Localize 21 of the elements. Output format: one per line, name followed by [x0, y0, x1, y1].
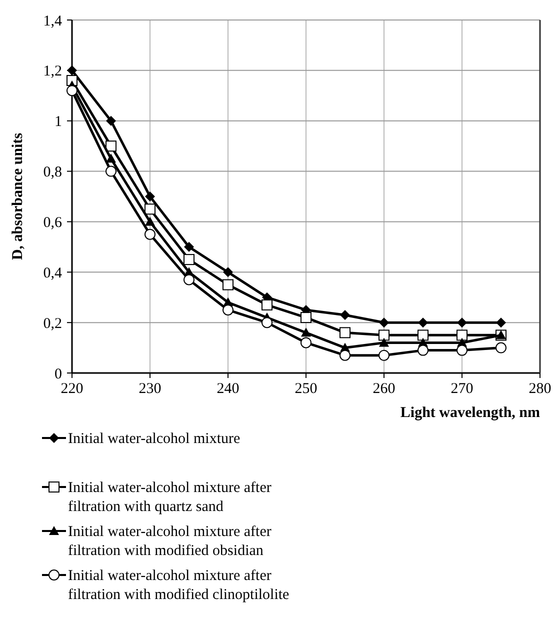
x-tick-label: 270 [450, 381, 474, 397]
x-axis-title: Light wavelength, nm [400, 405, 541, 421]
y-tick-label: 0,6 [43, 214, 62, 231]
y-tick-label: 1,4 [43, 13, 62, 30]
legend-label: Initial water-alcohol mixture after filtration with modified clinoptilolite [68, 568, 290, 603]
x-tick-label: 240 [216, 381, 240, 397]
legend-label: Initial water-alcohol mixture after filtration with quartz sand [68, 480, 272, 515]
x-tick-label: 230 [138, 381, 162, 397]
y-tick-label: 1 [54, 114, 62, 130]
x-tick-label: 220 [60, 381, 84, 397]
x-tick-label: 260 [372, 381, 396, 397]
y-tick-label: 0,2 [43, 316, 62, 332]
y-tick-label: 1,2 [43, 64, 62, 80]
y-tick-label: 0 [54, 366, 62, 382]
y-tick-label: 0,4 [43, 265, 62, 282]
y-axis-title: D, absorbance units [10, 132, 26, 260]
legend-label: Initial water-alcohol mixture [68, 431, 240, 447]
y-tick-label: 0,8 [43, 164, 62, 181]
x-tick-label: 250 [294, 381, 318, 397]
x-tick-label: 280 [528, 381, 552, 397]
legend-label: Initial water-alcohol mixture after filtration with modified obsidian [68, 524, 272, 559]
